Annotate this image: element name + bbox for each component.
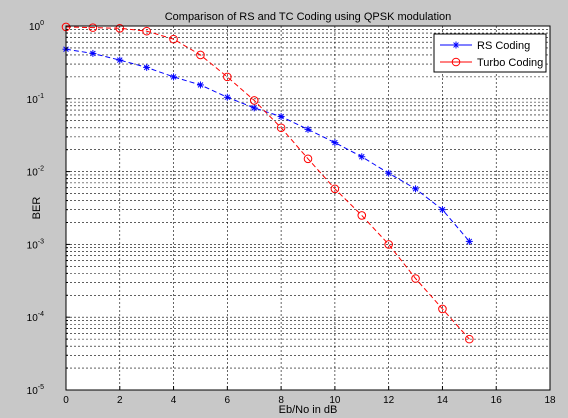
x-tick-label: 14 xyxy=(437,395,449,406)
plot-area xyxy=(66,26,550,390)
x-axis-label: Eb/No in dB xyxy=(279,404,338,416)
y-tick-label: 10-5 xyxy=(27,384,44,397)
x-tick-label: 2 xyxy=(117,395,123,406)
data-point-series-1 xyxy=(197,81,204,88)
y-tick-label: 10-4 xyxy=(27,311,44,324)
y-tick-label: 100 xyxy=(29,20,44,33)
chart-title: Comparison of RS and TC Coding using QPS… xyxy=(165,11,452,23)
data-point-series-1 xyxy=(143,64,150,71)
x-tick-label: 18 xyxy=(544,395,556,406)
x-tick-label: 16 xyxy=(491,395,503,406)
data-point-series-1 xyxy=(89,50,96,57)
y-axis-label: BER xyxy=(31,197,43,220)
legend-swatch-marker xyxy=(453,42,460,49)
legend: RS Coding Turbo Coding xyxy=(434,34,546,72)
x-tick-label: 6 xyxy=(225,395,231,406)
y-tick-label: 10-2 xyxy=(27,166,44,179)
y-tick-label: 10-3 xyxy=(27,238,44,251)
legend-entry-label: RS Coding xyxy=(477,40,530,52)
y-tick-label: 10-1 xyxy=(27,93,44,106)
data-point-series-1 xyxy=(170,73,177,80)
x-tick-label: 0 xyxy=(63,395,69,406)
legend-entry-label: Turbo Coding xyxy=(477,57,543,69)
data-point-series-1 xyxy=(224,94,231,101)
x-tick-label: 4 xyxy=(171,395,177,406)
x-tick-label: 12 xyxy=(383,395,395,406)
data-point-series-1 xyxy=(305,126,312,133)
